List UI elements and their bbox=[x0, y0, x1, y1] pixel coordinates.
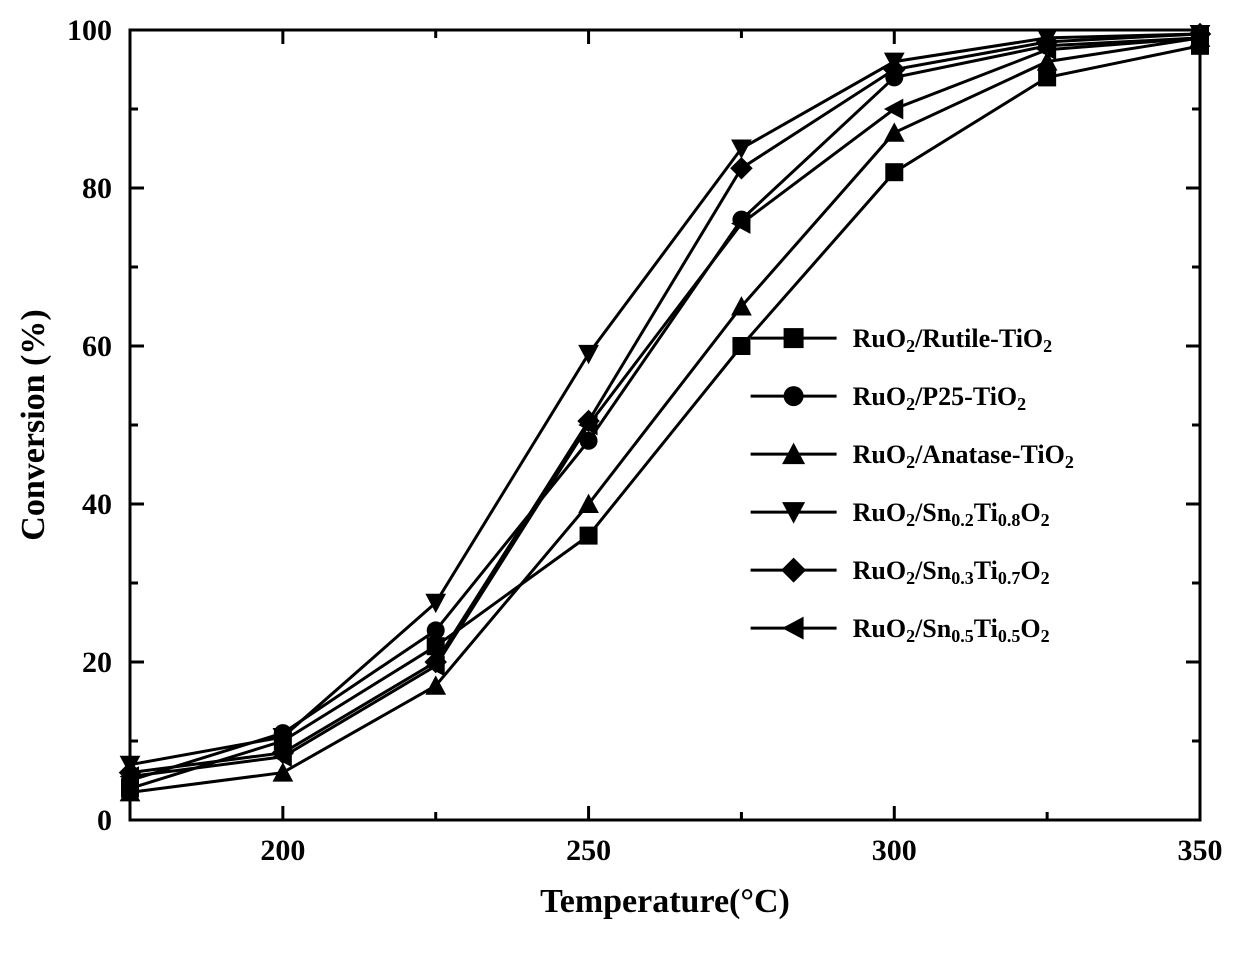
legend-label: RuO2/Sn0.2Ti0.8O2 bbox=[853, 498, 1050, 530]
chart-container: 200 250 300 350 0 20 40 60 80 100 Temperature(°C) C… bbox=[0, 0, 1240, 956]
x-tick-label: 300 bbox=[872, 834, 917, 867]
x-axis-title: Temperature(°C) bbox=[540, 883, 790, 920]
legend-label: RuO2/Rutile-TiO2 bbox=[853, 324, 1053, 356]
y-tick-label: 100 bbox=[67, 14, 112, 47]
legend-label: RuO2/P25-TiO2 bbox=[853, 382, 1027, 414]
x-tick-label: 350 bbox=[1178, 834, 1223, 867]
y-tick-label: 0 bbox=[97, 804, 112, 837]
y-tick-label: 20 bbox=[82, 646, 112, 679]
legend-label: RuO2/Sn0.3Ti0.7O2 bbox=[853, 556, 1050, 588]
y-tick-label: 40 bbox=[82, 488, 112, 521]
y-tick-label: 60 bbox=[82, 330, 112, 363]
x-tick-label: 200 bbox=[260, 834, 305, 867]
y-axis-title: Conversion (%) bbox=[15, 309, 52, 540]
y-tick-label: 80 bbox=[82, 172, 112, 205]
x-tick-label: 250 bbox=[566, 834, 611, 867]
legend-label: RuO2/Anatase-TiO2 bbox=[853, 440, 1074, 472]
legend-label: RuO2/Sn0.5Ti0.5O2 bbox=[853, 614, 1050, 646]
conversion-vs-temperature-chart: 200 250 300 350 0 20 40 60 80 100 Temperature(°C) C… bbox=[0, 0, 1240, 956]
